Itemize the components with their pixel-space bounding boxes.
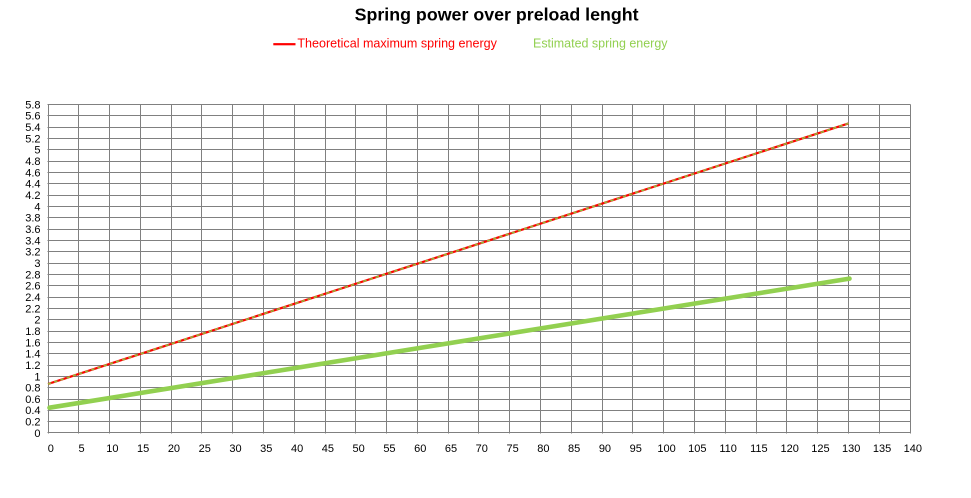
svg-text:35: 35 bbox=[260, 443, 272, 455]
svg-text:5: 5 bbox=[34, 145, 40, 157]
svg-text:2.6: 2.6 bbox=[25, 281, 40, 293]
svg-text:2.8: 2.8 bbox=[25, 269, 40, 281]
svg-text:5.4: 5.4 bbox=[25, 122, 40, 134]
svg-text:4.8: 4.8 bbox=[25, 156, 40, 168]
svg-text:10: 10 bbox=[106, 443, 118, 455]
svg-text:105: 105 bbox=[688, 443, 706, 455]
svg-text:90: 90 bbox=[599, 443, 611, 455]
svg-text:65: 65 bbox=[445, 443, 457, 455]
svg-text:110: 110 bbox=[719, 443, 737, 455]
svg-text:85: 85 bbox=[568, 443, 580, 455]
svg-text:30: 30 bbox=[229, 443, 241, 455]
svg-text:Estimated spring energy: Estimated spring energy bbox=[533, 36, 668, 51]
svg-text:3.2: 3.2 bbox=[25, 247, 40, 259]
svg-text:0.4: 0.4 bbox=[25, 405, 40, 417]
svg-text:3.4: 3.4 bbox=[25, 235, 40, 247]
svg-text:2.2: 2.2 bbox=[25, 303, 40, 315]
svg-text:75: 75 bbox=[506, 443, 518, 455]
svg-text:4: 4 bbox=[34, 201, 40, 213]
svg-text:5: 5 bbox=[79, 443, 85, 455]
svg-text:95: 95 bbox=[630, 443, 642, 455]
svg-text:140: 140 bbox=[904, 443, 922, 455]
svg-text:2.4: 2.4 bbox=[25, 292, 40, 304]
svg-text:55: 55 bbox=[383, 443, 395, 455]
svg-text:1.6: 1.6 bbox=[25, 337, 40, 349]
svg-text:0: 0 bbox=[48, 443, 54, 455]
svg-text:130: 130 bbox=[842, 443, 860, 455]
svg-text:15: 15 bbox=[137, 443, 149, 455]
svg-text:135: 135 bbox=[873, 443, 891, 455]
svg-text:70: 70 bbox=[476, 443, 488, 455]
svg-text:Spring power over preload leng: Spring power over preload lenght bbox=[355, 5, 639, 25]
svg-text:1.2: 1.2 bbox=[25, 360, 40, 372]
svg-text:1: 1 bbox=[34, 371, 40, 383]
svg-text:5.2: 5.2 bbox=[25, 133, 40, 145]
svg-text:3.8: 3.8 bbox=[25, 213, 40, 225]
svg-text:0.2: 0.2 bbox=[25, 417, 40, 429]
svg-text:100: 100 bbox=[657, 443, 675, 455]
svg-text:125: 125 bbox=[811, 443, 829, 455]
svg-text:120: 120 bbox=[780, 443, 798, 455]
svg-text:5.8: 5.8 bbox=[25, 99, 40, 111]
svg-text:3.6: 3.6 bbox=[25, 224, 40, 236]
svg-text:3: 3 bbox=[34, 258, 40, 270]
svg-text:40: 40 bbox=[291, 443, 303, 455]
svg-text:2: 2 bbox=[34, 315, 40, 327]
svg-text:115: 115 bbox=[750, 443, 768, 455]
svg-text:0.6: 0.6 bbox=[25, 394, 40, 406]
svg-text:80: 80 bbox=[537, 443, 549, 455]
svg-text:4.6: 4.6 bbox=[25, 167, 40, 179]
svg-text:50: 50 bbox=[353, 443, 365, 455]
svg-text:60: 60 bbox=[414, 443, 426, 455]
svg-text:4.2: 4.2 bbox=[25, 190, 40, 202]
svg-text:25: 25 bbox=[199, 443, 211, 455]
svg-text:4.4: 4.4 bbox=[25, 179, 40, 191]
svg-text:45: 45 bbox=[322, 443, 334, 455]
svg-text:1.4: 1.4 bbox=[25, 349, 40, 361]
svg-text:0.8: 0.8 bbox=[25, 383, 40, 395]
svg-text:5.6: 5.6 bbox=[25, 111, 40, 123]
svg-text:0: 0 bbox=[34, 428, 40, 440]
svg-text:Theoretical maximum spring ene: Theoretical maximum spring energy bbox=[297, 36, 497, 51]
svg-text:20: 20 bbox=[168, 443, 180, 455]
svg-text:1.8: 1.8 bbox=[25, 326, 40, 338]
